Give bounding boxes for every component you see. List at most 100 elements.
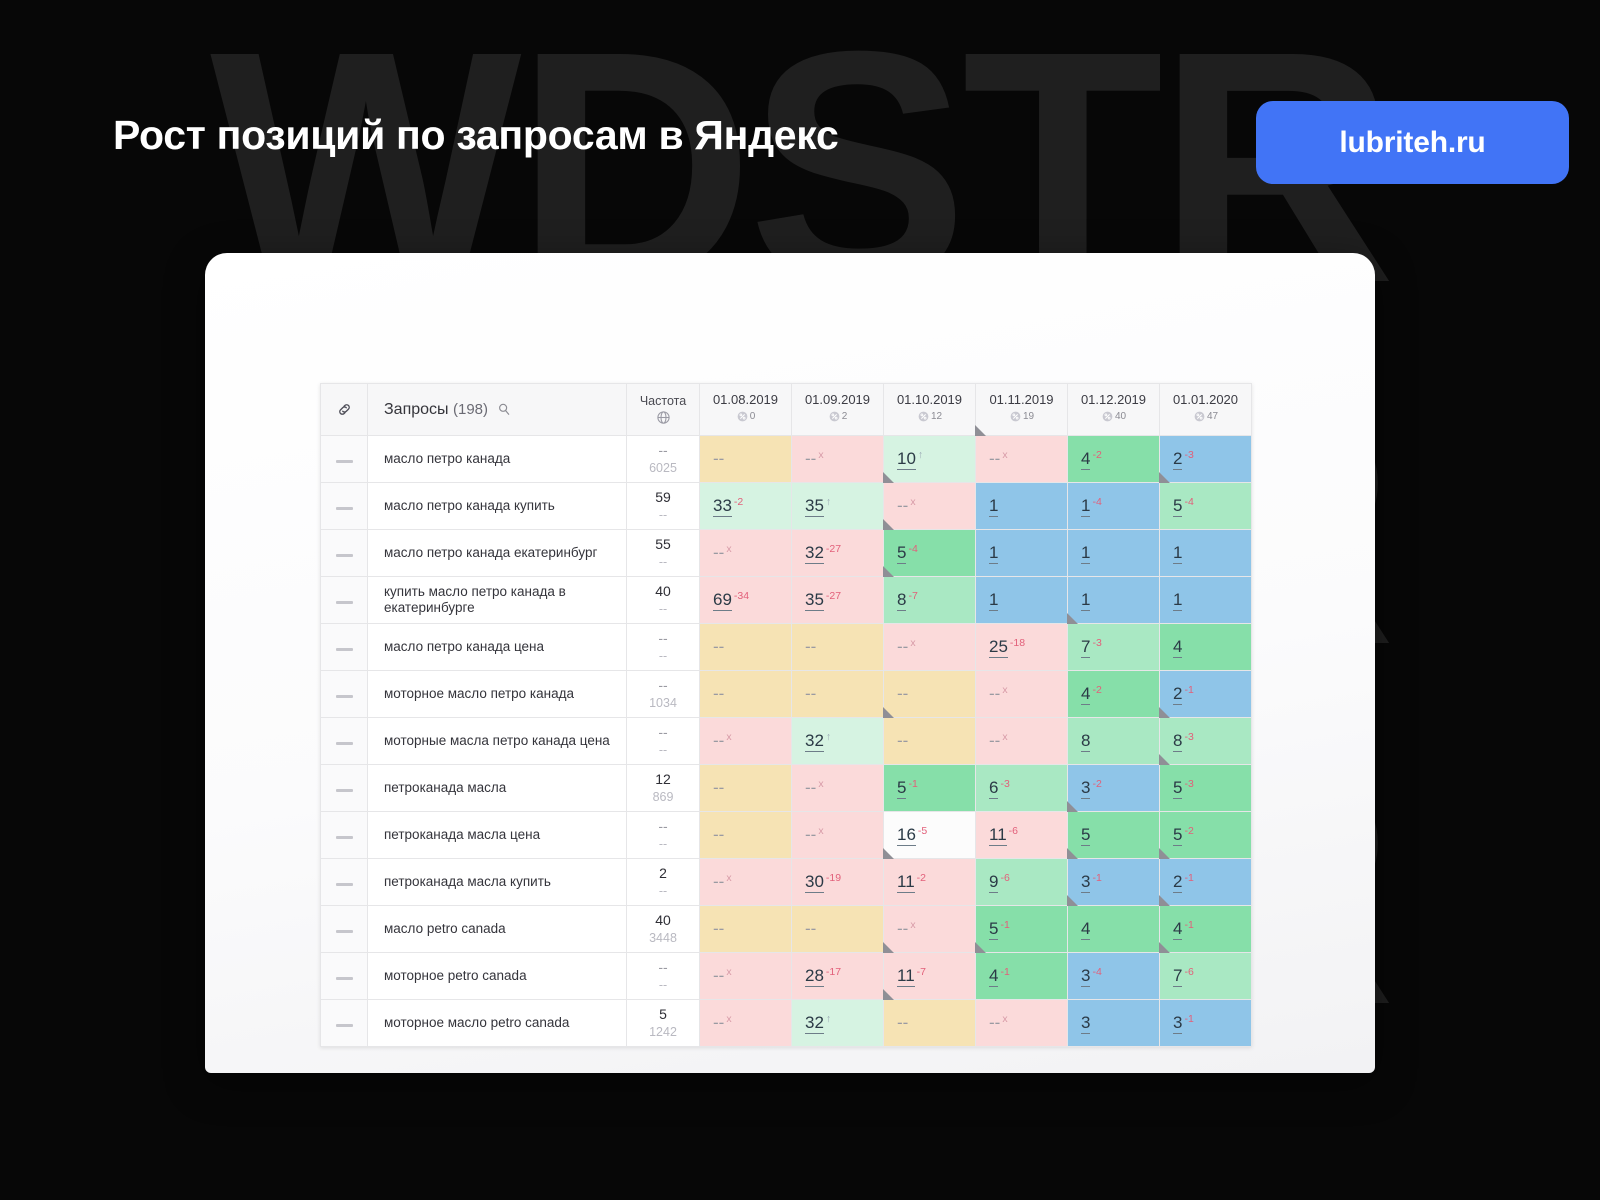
position-cell[interactable]: 1 (1067, 576, 1160, 624)
position-cell[interactable]: 4 -2 (1067, 435, 1160, 483)
row-handle-cell[interactable] (320, 670, 368, 718)
position-cell[interactable]: 9 -6 (975, 858, 1068, 906)
column-header-date-1[interactable]: 01.08.2019 0 (699, 383, 792, 436)
position-cell[interactable]: 5 -2 (1159, 811, 1252, 859)
query-cell[interactable]: моторное масло петро канада (367, 670, 627, 718)
position-cell[interactable]: -- x (699, 952, 792, 1000)
position-cell[interactable]: -- (883, 670, 976, 718)
row-handle-cell[interactable] (320, 623, 368, 671)
position-cell[interactable]: 7 -6 (1159, 952, 1252, 1000)
position-cell[interactable]: 4 -1 (975, 952, 1068, 1000)
position-cell[interactable]: 32 ↑ (791, 999, 884, 1047)
position-cell[interactable]: -- (699, 435, 792, 483)
position-cell[interactable]: -- x (975, 999, 1068, 1047)
row-handle-cell[interactable] (320, 435, 368, 483)
row-handle-cell[interactable] (320, 576, 368, 624)
position-cell[interactable]: 3 -2 (1067, 764, 1160, 812)
row-handle-cell[interactable] (320, 482, 368, 530)
query-cell[interactable]: петроканада масла купить (367, 858, 627, 906)
position-cell[interactable]: 1 (1067, 529, 1160, 577)
position-cell[interactable]: 7 -3 (1067, 623, 1160, 671)
position-cell[interactable]: 3 (1067, 999, 1160, 1047)
position-cell[interactable]: -- (699, 764, 792, 812)
position-cell[interactable]: 16 -5 (883, 811, 976, 859)
query-cell[interactable]: моторные масла петро канада цена (367, 717, 627, 765)
position-cell[interactable]: -- x (975, 435, 1068, 483)
position-cell[interactable]: 28 -17 (791, 952, 884, 1000)
column-header-queries[interactable]: Запросы (198) (367, 383, 627, 436)
query-cell[interactable]: масло петро канада цена (367, 623, 627, 671)
column-header-frequency[interactable]: Частота (626, 383, 700, 436)
position-cell[interactable]: 30 -19 (791, 858, 884, 906)
column-header-date-4[interactable]: 01.11.2019 19 (975, 383, 1068, 436)
position-cell[interactable]: -- x (699, 529, 792, 577)
position-cell[interactable]: -- x (791, 764, 884, 812)
query-cell[interactable]: купить масло петро канада в екатеринбург… (367, 576, 627, 624)
position-cell[interactable]: 5 -1 (883, 764, 976, 812)
column-header-date-6[interactable]: 01.01.2020 47 (1159, 383, 1252, 436)
position-cell[interactable]: 5 -4 (883, 529, 976, 577)
position-cell[interactable]: 1 (1159, 576, 1252, 624)
query-cell[interactable]: моторное масло petro canada (367, 999, 627, 1047)
position-cell[interactable]: 5 -4 (1159, 482, 1252, 530)
position-cell[interactable]: 11 -2 (883, 858, 976, 906)
row-handle-cell[interactable] (320, 529, 368, 577)
query-cell[interactable]: моторное petro canada (367, 952, 627, 1000)
query-cell[interactable]: масло петро канада екатеринбург (367, 529, 627, 577)
query-cell[interactable]: масло петро канада купить (367, 482, 627, 530)
position-cell[interactable]: -- (699, 811, 792, 859)
position-cell[interactable]: 3 -4 (1067, 952, 1160, 1000)
position-cell[interactable]: 11 -6 (975, 811, 1068, 859)
row-handle-cell[interactable] (320, 999, 368, 1047)
position-cell[interactable]: 11 -7 (883, 952, 976, 1000)
position-cell[interactable]: -- (699, 623, 792, 671)
position-cell[interactable]: 1 -4 (1067, 482, 1160, 530)
position-cell[interactable]: -- (699, 670, 792, 718)
column-header-date-2[interactable]: 01.09.2019 2 (791, 383, 884, 436)
position-cell[interactable]: -- (883, 999, 976, 1047)
position-cell[interactable]: 8 (1067, 717, 1160, 765)
position-cell[interactable]: -- x (883, 905, 976, 953)
position-cell[interactable]: -- x (975, 670, 1068, 718)
position-cell[interactable]: 10 ↑ (883, 435, 976, 483)
position-cell[interactable]: 4 (1159, 623, 1252, 671)
query-cell[interactable]: масло petro canada (367, 905, 627, 953)
position-cell[interactable]: 5 (1067, 811, 1160, 859)
position-cell[interactable]: 2 -3 (1159, 435, 1252, 483)
position-cell[interactable]: 3 -1 (1067, 858, 1160, 906)
position-cell[interactable]: 32 ↑ (791, 717, 884, 765)
row-handle-cell[interactable] (320, 764, 368, 812)
position-cell[interactable]: -- (791, 905, 884, 953)
position-cell[interactable]: 1 (975, 482, 1068, 530)
query-cell[interactable]: масло петро канада (367, 435, 627, 483)
position-cell[interactable]: 1 (1159, 529, 1252, 577)
position-cell[interactable]: 25 -18 (975, 623, 1068, 671)
search-icon[interactable] (497, 402, 511, 416)
position-cell[interactable]: 69 -34 (699, 576, 792, 624)
position-cell[interactable]: -- (791, 623, 884, 671)
position-cell[interactable]: 3 -1 (1159, 999, 1252, 1047)
position-cell[interactable]: 8 -7 (883, 576, 976, 624)
position-cell[interactable]: 5 -3 (1159, 764, 1252, 812)
position-cell[interactable]: -- x (883, 623, 976, 671)
row-handle-cell[interactable] (320, 858, 368, 906)
position-cell[interactable]: -- (699, 905, 792, 953)
row-handle-cell[interactable] (320, 952, 368, 1000)
position-cell[interactable]: -- x (791, 435, 884, 483)
position-cell[interactable]: -- (791, 670, 884, 718)
position-cell[interactable]: 35 ↑ (791, 482, 884, 530)
position-cell[interactable]: -- x (883, 482, 976, 530)
position-cell[interactable]: -- (883, 717, 976, 765)
position-cell[interactable]: 2 -1 (1159, 858, 1252, 906)
position-cell[interactable]: -- x (699, 858, 792, 906)
position-cell[interactable]: -- x (791, 811, 884, 859)
position-cell[interactable]: 33 -2 (699, 482, 792, 530)
row-handle-cell[interactable] (320, 717, 368, 765)
position-cell[interactable]: 1 (975, 576, 1068, 624)
row-handle-cell[interactable] (320, 811, 368, 859)
position-cell[interactable]: 4 -2 (1067, 670, 1160, 718)
position-cell[interactable]: 8 -3 (1159, 717, 1252, 765)
position-cell[interactable]: 1 (975, 529, 1068, 577)
position-cell[interactable]: -- x (975, 717, 1068, 765)
position-cell[interactable]: 6 -3 (975, 764, 1068, 812)
